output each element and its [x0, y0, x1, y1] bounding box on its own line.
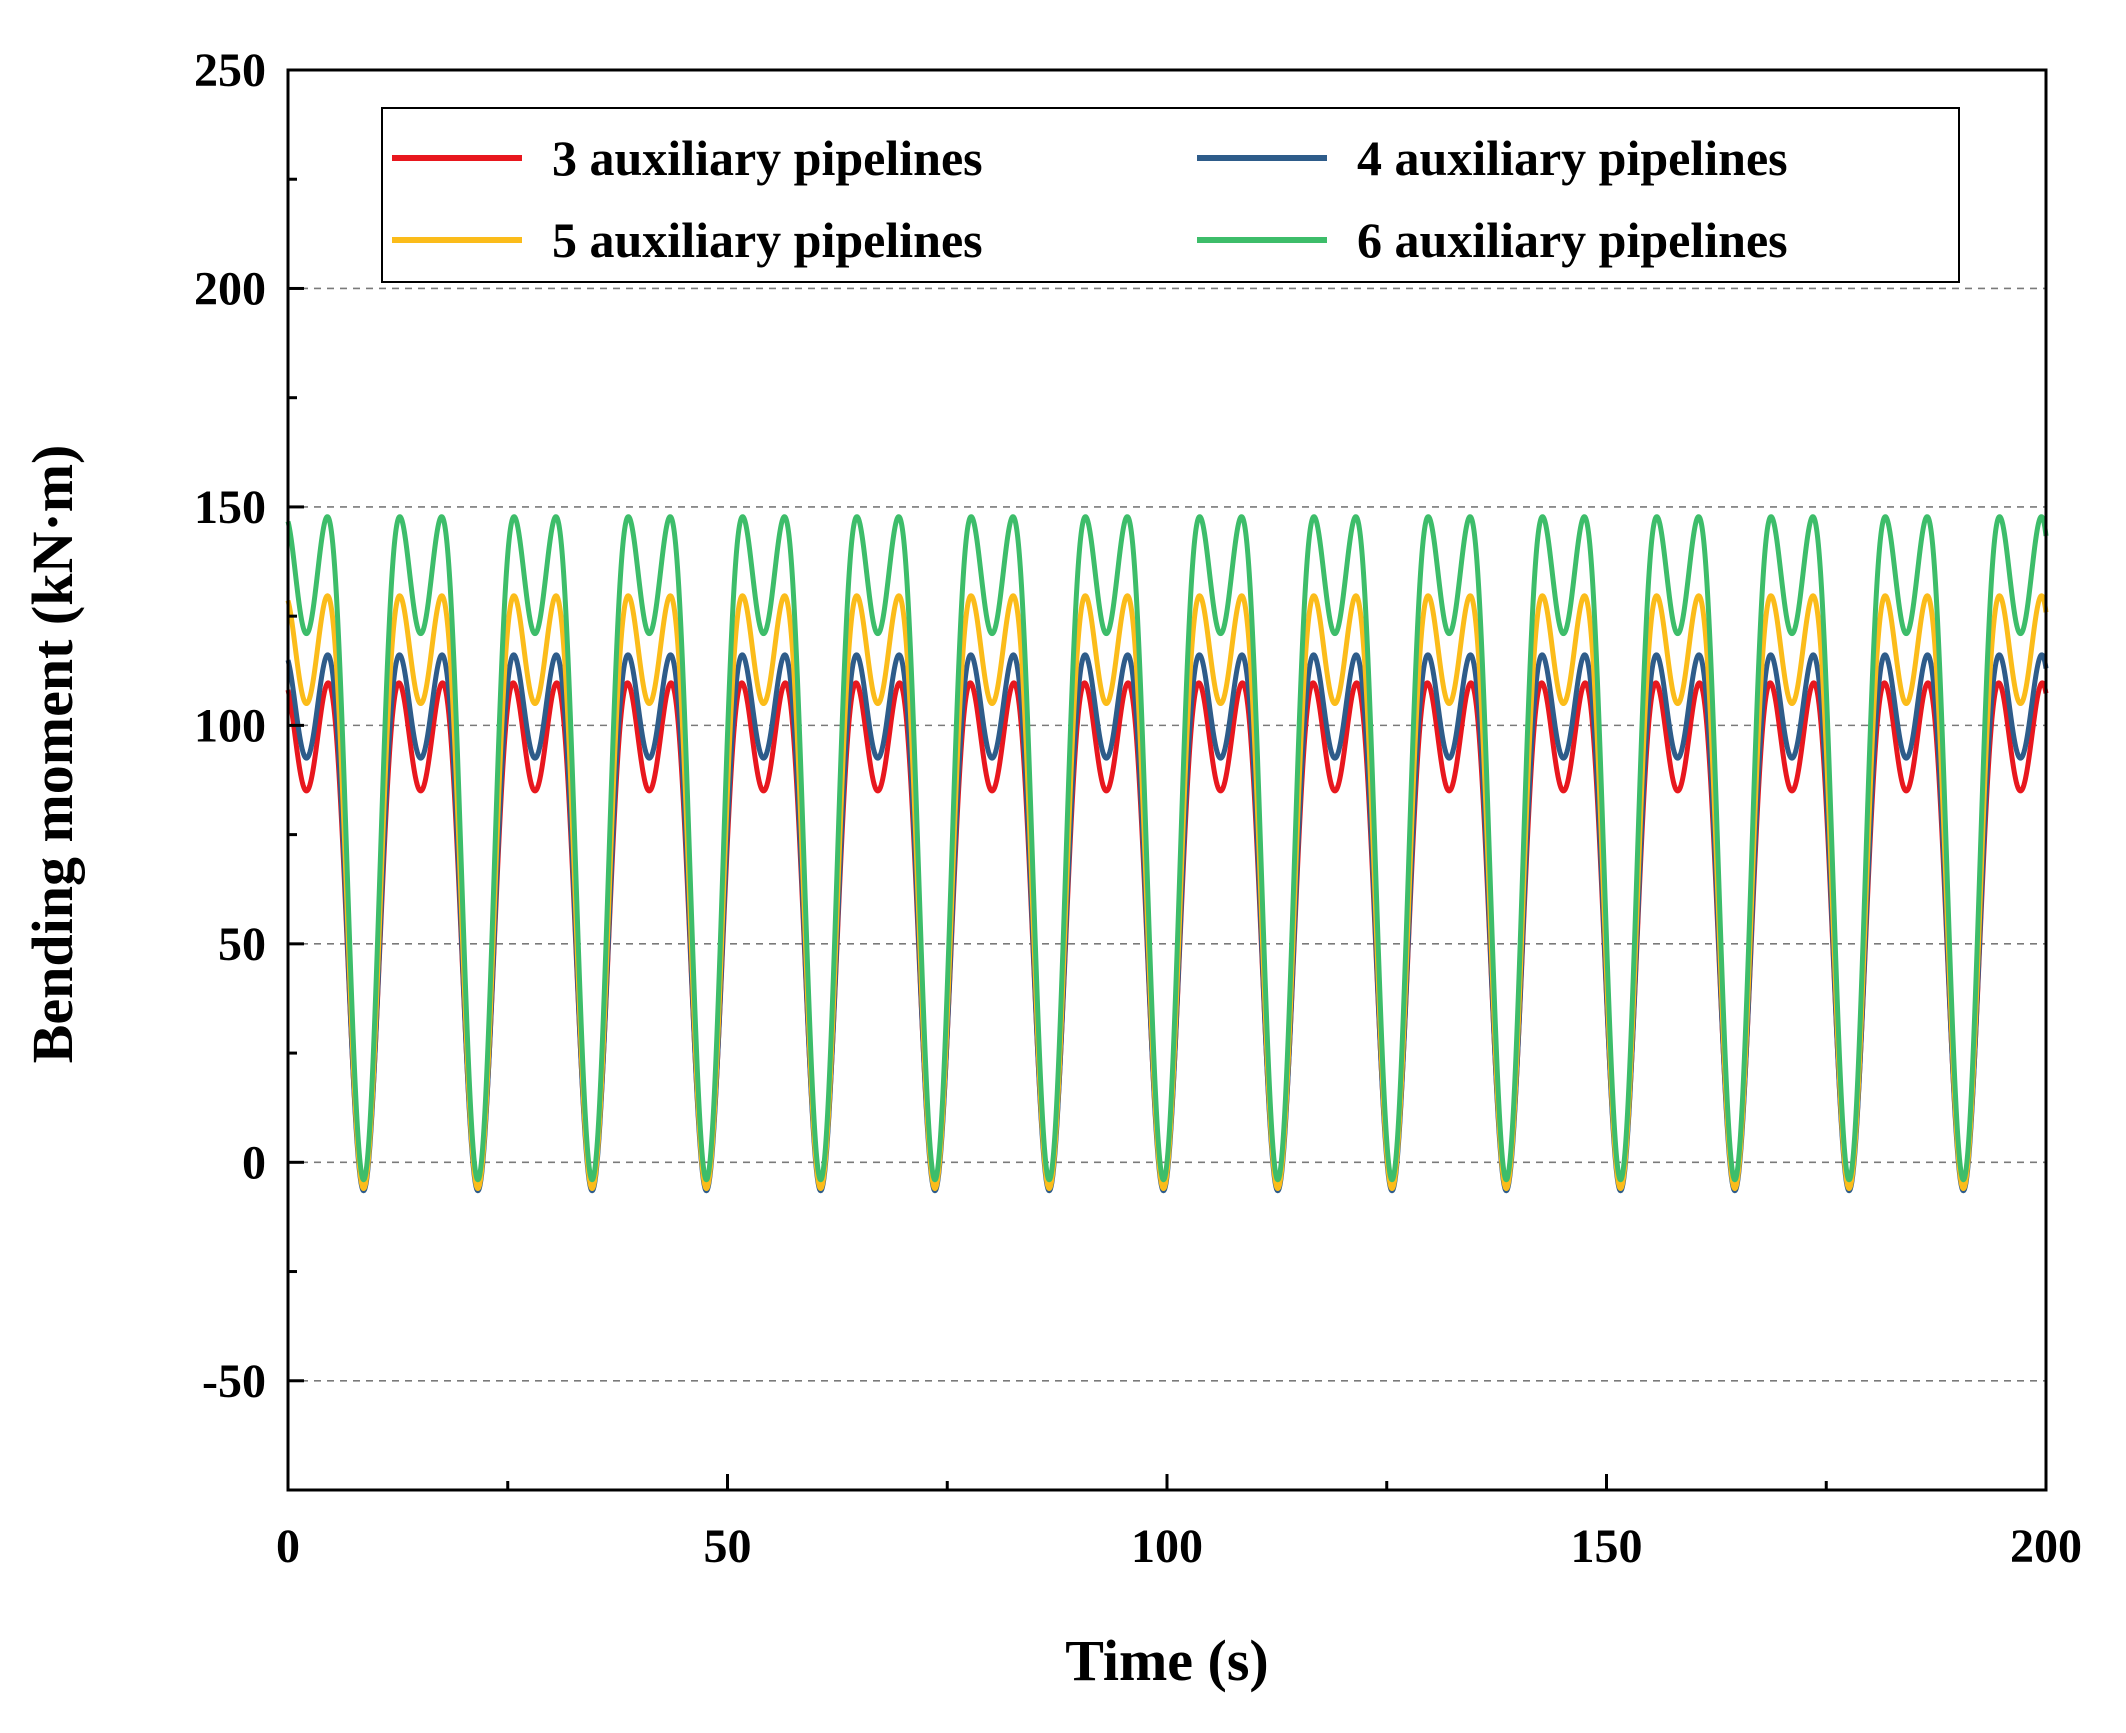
y-axis-title: Bending moment (kN·m) [20, 445, 85, 1064]
legend-box [381, 107, 1960, 283]
y-tick-label: 50 [218, 918, 266, 971]
legend-label-3-pipelines: 3 auxiliary pipelines [552, 130, 983, 186]
series-layer [285, 514, 2049, 1194]
y-tick-label: -50 [202, 1355, 266, 1408]
grid-layer [288, 287, 2046, 1382]
y-tick-label: 100 [194, 699, 266, 752]
x-tick-label: 0 [276, 1520, 300, 1573]
y-tick-label: 250 [194, 44, 266, 97]
x-tick-label: 50 [704, 1520, 752, 1573]
series-line-6-pipelines [285, 514, 2049, 1183]
x-tick-label: 100 [1131, 1520, 1203, 1573]
legend-label-5-pipelines: 5 auxiliary pipelines [552, 212, 983, 268]
y-tick-label: 150 [194, 481, 266, 534]
legend: 3 auxiliary pipelines 4 auxiliary pipelin… [381, 107, 1960, 283]
tick-layer: 0 50 100 150 200 -50 0 50 100 150 200 250 [194, 44, 2082, 1573]
x-tick-label: 200 [2010, 1520, 2082, 1573]
legend-label-6-pipelines: 6 auxiliary pipelines [1357, 212, 1788, 268]
legend-label-4-pipelines: 4 auxiliary pipelines [1357, 130, 1788, 186]
y-tick-label: 200 [194, 262, 266, 315]
y-tick-label: 0 [242, 1136, 266, 1189]
x-axis-title: Time (s) [1065, 1628, 1269, 1693]
x-tick-label: 150 [1571, 1520, 1643, 1573]
